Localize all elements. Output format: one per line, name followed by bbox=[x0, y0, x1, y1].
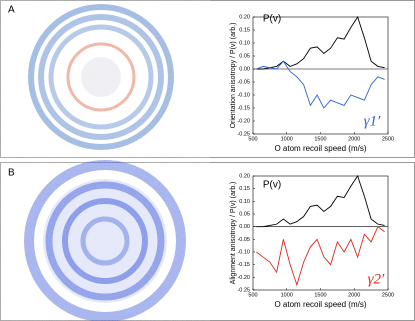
y-tick-label: 0.00 bbox=[239, 66, 250, 72]
y-tick-label: 0.15 bbox=[239, 27, 250, 33]
y-tick-label: -0.05 bbox=[237, 79, 250, 85]
y-tick-label: -0.10 bbox=[237, 92, 250, 98]
x-axis-label: O atom recoil speed (m/s) bbox=[274, 144, 366, 153]
y-tick-label: 0.10 bbox=[239, 40, 250, 46]
x-tick-label: 1500 bbox=[314, 136, 326, 142]
y-tick-label: 0.20 bbox=[239, 14, 250, 20]
y-tick-label: -0.25 bbox=[237, 287, 250, 293]
x-tick-label: 1500 bbox=[314, 292, 326, 298]
y-tick-label: -0.20 bbox=[237, 275, 250, 281]
panel-label: B bbox=[8, 168, 15, 179]
y-tick-label: 0.05 bbox=[239, 53, 250, 59]
y-tick-label: 0.10 bbox=[239, 199, 250, 205]
x-tick-label: 500 bbox=[248, 136, 257, 142]
y-tick-label: 0.05 bbox=[239, 211, 250, 217]
y-tick-label: -0.15 bbox=[237, 262, 250, 268]
x-tick-label: 1000 bbox=[281, 136, 293, 142]
series-line bbox=[256, 225, 385, 287]
image-grain bbox=[0, 0, 210, 321]
x-tick-label: 1000 bbox=[281, 292, 293, 298]
x-axis-label: O atom recoil speed (m/s) bbox=[274, 300, 366, 309]
x-tick-label: 2000 bbox=[348, 292, 360, 298]
series-line bbox=[256, 174, 385, 228]
y-tick-label: -0.10 bbox=[237, 249, 250, 255]
panel-label: A bbox=[8, 5, 15, 16]
series-label: γ1′ bbox=[364, 113, 381, 129]
y-tick-label: 0.20 bbox=[239, 173, 250, 179]
series-label: P(v) bbox=[263, 14, 281, 25]
series-label: P(v) bbox=[263, 180, 281, 191]
y-tick-label: -0.15 bbox=[237, 105, 250, 111]
x-tick-label: 2500 bbox=[382, 136, 394, 142]
y-tick-label: 0.15 bbox=[239, 186, 250, 192]
y-tick-label: -0.20 bbox=[237, 118, 250, 124]
y-tick-label: -0.05 bbox=[237, 237, 250, 243]
y-tick-label: 0.00 bbox=[239, 224, 250, 230]
x-tick-label: 500 bbox=[248, 292, 257, 298]
series-line bbox=[256, 60, 385, 109]
y-axis-label: Alignment anisotropy / P(v) (arb.) bbox=[230, 182, 237, 285]
x-tick-label: 2500 bbox=[382, 292, 394, 298]
series-line bbox=[256, 15, 385, 70]
y-tick-label: -0.25 bbox=[237, 131, 250, 137]
x-tick-label: 2000 bbox=[348, 136, 360, 142]
series-label: γ2′ bbox=[368, 271, 385, 287]
y-axis-label: Orientation anisotropy / P(v) (arb.) bbox=[230, 23, 237, 129]
